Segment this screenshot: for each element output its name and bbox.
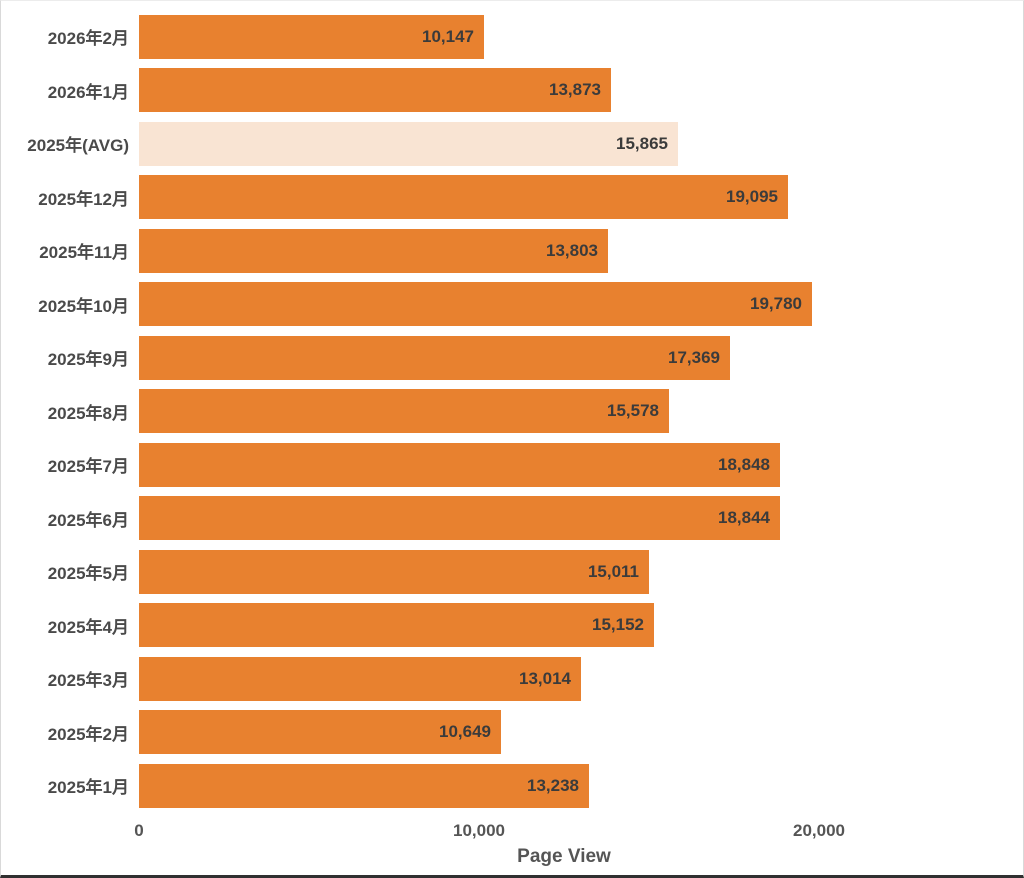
category-label: 2025年3月 <box>47 671 129 691</box>
bar: 13,803 <box>139 228 608 273</box>
chart-rows: 2026年2月 10,147 2026年1月 13,873 2025年(AVG) 15,8… <box>1 10 1023 813</box>
x-tick-label: 0 <box>134 821 144 840</box>
category-label: 2025年5月 <box>47 564 129 584</box>
bar-row: 2025年7月 18,848 <box>1 438 1023 492</box>
bar-row: 2026年2月 10,147 <box>1 10 1023 64</box>
bar: 13,238 <box>139 763 589 808</box>
bar: 15,152 <box>139 603 654 648</box>
bar: 18,844 <box>139 496 780 541</box>
bar: 18,848 <box>139 442 780 487</box>
bar: 15,578 <box>139 389 669 434</box>
value-label: 19,780 <box>750 294 802 314</box>
category-label: 2025年10月 <box>38 296 129 316</box>
value-label: 15,578 <box>607 401 659 421</box>
category-label: 2025年6月 <box>47 510 129 530</box>
x-axis: 0 10,000 20,000 <box>1 821 1023 843</box>
bar-highlight: 15,865 <box>139 121 678 166</box>
category-label: 2025年4月 <box>47 617 129 637</box>
category-label: 2025年1月 <box>47 778 129 798</box>
category-label: 2025年(AVG) <box>27 136 129 156</box>
bar-row: 2025年1月 13,238 <box>1 759 1023 813</box>
category-label: 2025年9月 <box>47 350 129 370</box>
value-label: 15,011 <box>587 561 639 581</box>
bar-row: 2025年12月 19,095 <box>1 171 1023 225</box>
value-label: 17,369 <box>668 347 720 367</box>
bar: 15,011 <box>139 549 649 594</box>
bar-row: 2025年2月 10,649 <box>1 706 1023 760</box>
bar-row: 2025年3月 13,014 <box>1 652 1023 706</box>
category-label: 2025年7月 <box>47 457 129 477</box>
bar-row: 2025年9月 17,369 <box>1 331 1023 385</box>
category-label: 2025年12月 <box>38 189 129 209</box>
category-label: 2026年2月 <box>47 29 129 49</box>
category-label: 2025年11月 <box>39 243 129 263</box>
bar-row: 2026年1月 13,873 <box>1 64 1023 118</box>
value-label: 13,873 <box>549 80 601 100</box>
value-label: 15,152 <box>592 615 644 635</box>
bar-row: 2025年5月 15,011 <box>1 545 1023 599</box>
bar-row: 2025年(AVG) 15,865 <box>1 117 1023 171</box>
value-label: 13,238 <box>527 775 579 795</box>
category-label: 2025年2月 <box>47 724 129 744</box>
bar-row: 2025年10月 19,780 <box>1 278 1023 332</box>
bar: 19,780 <box>139 282 812 327</box>
value-label: 13,803 <box>546 240 598 260</box>
value-label: 19,095 <box>726 187 778 207</box>
bar: 17,369 <box>139 335 730 380</box>
value-label: 13,014 <box>519 668 571 688</box>
value-label: 10,147 <box>422 26 474 46</box>
bar-row: 2025年4月 15,152 <box>1 599 1023 653</box>
bar: 10,649 <box>139 710 501 755</box>
category-label: 2026年1月 <box>47 82 129 102</box>
bar: 19,095 <box>139 175 788 220</box>
bar-row: 2025年11月 13,803 <box>1 224 1023 278</box>
bar-row: 2025年6月 18,844 <box>1 492 1023 546</box>
bar-row: 2025年8月 15,578 <box>1 385 1023 439</box>
x-tick-label: 10,000 <box>453 821 505 840</box>
value-label: 10,649 <box>439 722 491 742</box>
bar: 13,873 <box>139 68 611 113</box>
x-axis-title: Page View <box>517 846 611 867</box>
value-label: 18,844 <box>718 508 770 528</box>
x-tick-label: 20,000 <box>793 821 845 840</box>
value-label: 18,848 <box>718 454 770 474</box>
bar: 13,014 <box>139 656 581 701</box>
value-label: 15,865 <box>616 133 668 153</box>
category-label: 2025年8月 <box>47 403 129 423</box>
bar: 10,147 <box>139 14 484 59</box>
